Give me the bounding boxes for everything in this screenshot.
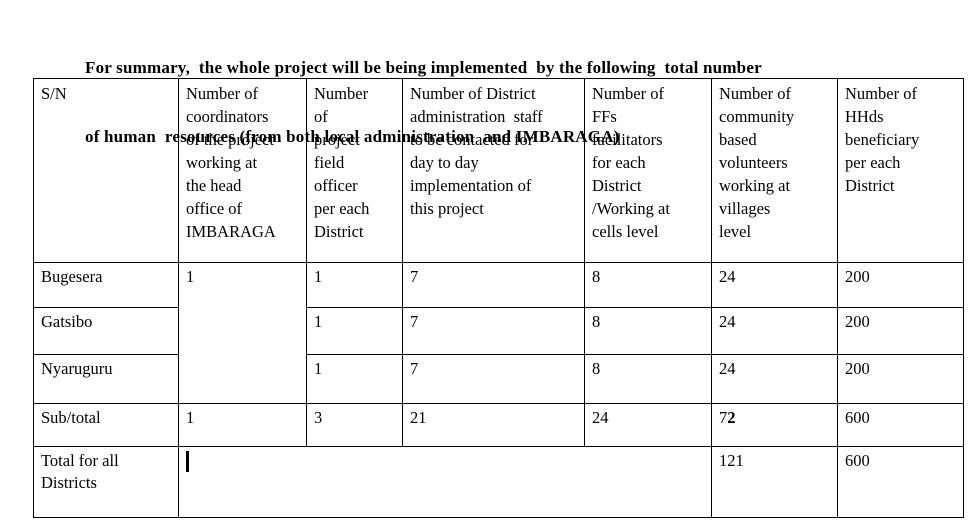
row-bugesera: Bugesera 1 1 7 8 24 200 — [33, 262, 964, 404]
cell-bugesera-hhds[interactable]: 200 — [837, 262, 964, 308]
header-field-officer[interactable]: Number of project field officer per each… — [306, 78, 403, 263]
cell-subtotal-label[interactable]: Sub/total — [33, 403, 179, 447]
cell-total-merged-empty[interactable] — [178, 446, 712, 518]
cell-subtotal-field-officer[interactable]: 3 — [306, 403, 403, 447]
cell-bugesera-district-staff[interactable]: 7 — [402, 262, 585, 308]
cell-subtotal-district-staff[interactable]: 21 — [402, 403, 585, 447]
cell-nyaruguru-field-officer[interactable]: 1 — [306, 354, 403, 404]
row-total: Total for all Districts 121 600 — [33, 446, 964, 518]
header-ffs-facilitators[interactable]: Number of FFs facilitators for each Dist… — [584, 78, 712, 263]
cell-nyaruguru-name[interactable]: Nyaruguru — [33, 354, 179, 404]
header-sn[interactable]: S/N — [33, 78, 179, 263]
cell-total-volunteers[interactable]: 121 — [711, 446, 838, 518]
cell-nyaruguru-district-staff[interactable]: 7 — [402, 354, 585, 404]
table-header-row: S/N Number of coordinators of the projec… — [33, 78, 964, 263]
cell-nyaruguru-volunteers[interactable]: 24 — [711, 354, 838, 404]
cell-gatsibo-district-staff[interactable]: 7 — [402, 307, 585, 355]
cell-nyaruguru-ffs[interactable]: 8 — [584, 354, 712, 404]
cell-gatsibo-name[interactable]: Gatsibo — [33, 307, 179, 355]
row-gatsibo: Gatsibo 1 7 8 24 200 — [33, 307, 964, 355]
cell-gatsibo-ffs[interactable]: 8 — [584, 307, 712, 355]
cell-bugesera-name[interactable]: Bugesera — [33, 262, 179, 308]
cell-subtotal-coordinators[interactable]: 1 — [178, 403, 307, 447]
cell-gatsibo-volunteers[interactable]: 24 — [711, 307, 838, 355]
row-nyaruguru: Nyaruguru 1 7 8 24 200 — [33, 354, 964, 404]
cell-bugesera-ffs[interactable]: 8 — [584, 262, 712, 308]
subtotal-volunteers-regular-digit: 7 — [719, 408, 728, 427]
cell-gatsibo-field-officer[interactable]: 1 — [306, 307, 403, 355]
row-subtotal: Sub/total 1 3 21 24 72 600 — [33, 403, 964, 447]
cell-bugesera-volunteers[interactable]: 24 — [711, 262, 838, 308]
cell-gatsibo-hhds[interactable]: 200 — [837, 307, 964, 355]
cell-coordinators-merged[interactable]: 1 — [178, 262, 307, 404]
cell-bugesera-field-officer[interactable]: 1 — [306, 262, 403, 308]
cell-subtotal-volunteers[interactable]: 72 — [711, 403, 838, 447]
subtotal-volunteers-bold-digit: 2 — [727, 408, 736, 427]
header-coordinators[interactable]: Number of coordinators of the project wo… — [178, 78, 307, 263]
human-resources-table: S/N Number of coordinators of the projec… — [33, 78, 964, 518]
summary-line-1: For summary, the whole project will be b… — [85, 58, 762, 77]
cell-nyaruguru-hhds[interactable]: 200 — [837, 354, 964, 404]
cell-total-label[interactable]: Total for all Districts — [33, 446, 179, 518]
header-volunteers[interactable]: Number of community based volunteers wor… — [711, 78, 838, 263]
cell-subtotal-ffs[interactable]: 24 — [584, 403, 712, 447]
cell-total-hhds[interactable]: 600 — [837, 446, 964, 518]
header-district-staff[interactable]: Number of District administration staff … — [402, 78, 585, 263]
text-caret — [186, 451, 189, 472]
header-hhds[interactable]: Number of HHds beneficiary per each Dist… — [837, 78, 964, 263]
cell-subtotal-hhds[interactable]: 600 — [837, 403, 964, 447]
